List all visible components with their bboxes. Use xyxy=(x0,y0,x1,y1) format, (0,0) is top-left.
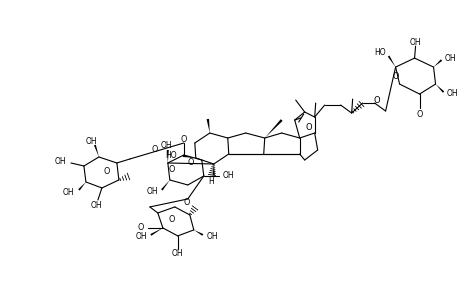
Text: O: O xyxy=(183,198,190,207)
Text: O: O xyxy=(392,72,398,81)
Polygon shape xyxy=(433,59,441,67)
Polygon shape xyxy=(167,150,168,163)
Text: O: O xyxy=(305,122,311,131)
Text: HO: HO xyxy=(165,152,176,160)
Text: OH: OH xyxy=(446,88,457,98)
Text: OH: OH xyxy=(443,54,455,63)
Text: OH: OH xyxy=(409,38,420,46)
Text: OH: OH xyxy=(62,188,74,197)
Polygon shape xyxy=(213,164,214,175)
Polygon shape xyxy=(435,84,443,93)
Polygon shape xyxy=(193,230,203,236)
Text: O: O xyxy=(180,134,187,143)
Text: O: O xyxy=(373,96,379,105)
Text: OH: OH xyxy=(135,232,146,242)
Polygon shape xyxy=(150,228,162,236)
Polygon shape xyxy=(387,56,395,67)
Text: O: O xyxy=(137,224,144,232)
Text: OH: OH xyxy=(222,172,234,181)
Text: OH: OH xyxy=(86,136,97,146)
Text: O: O xyxy=(168,166,174,175)
Text: HO: HO xyxy=(373,48,385,57)
Text: OH: OH xyxy=(207,232,218,242)
Polygon shape xyxy=(94,145,99,157)
Polygon shape xyxy=(161,180,169,190)
Text: O: O xyxy=(103,167,110,176)
Text: O: O xyxy=(187,158,194,167)
Text: OH: OH xyxy=(91,201,102,210)
Text: O: O xyxy=(415,110,422,118)
Text: H: H xyxy=(207,178,213,187)
Text: O: O xyxy=(168,215,174,224)
Polygon shape xyxy=(206,119,209,133)
Text: OH: OH xyxy=(146,188,157,196)
Text: O: O xyxy=(151,145,158,154)
Text: OH: OH xyxy=(161,140,172,149)
Polygon shape xyxy=(264,119,282,138)
Polygon shape xyxy=(182,155,196,158)
Text: OH: OH xyxy=(54,158,66,166)
Polygon shape xyxy=(78,182,86,190)
Text: OH: OH xyxy=(172,249,183,258)
